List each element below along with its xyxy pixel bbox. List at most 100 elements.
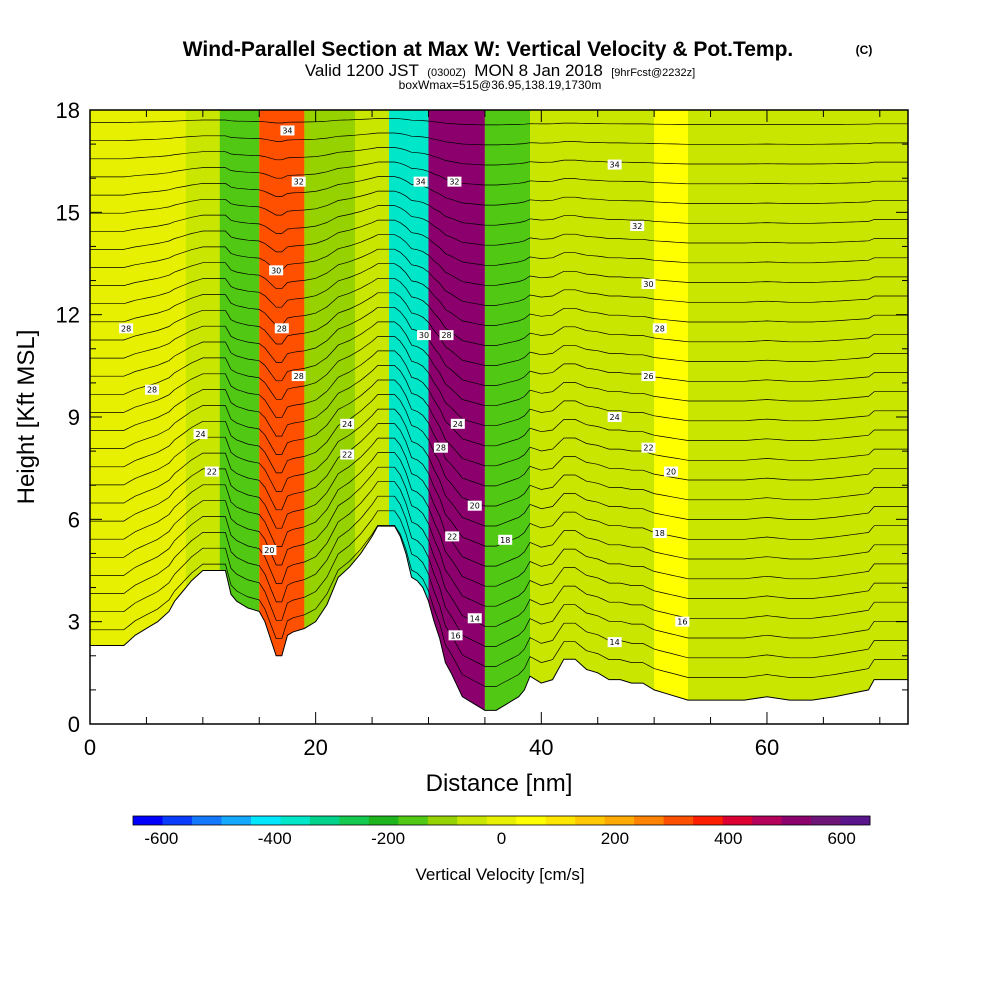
- theta-contour-line: [90, 423, 908, 547]
- colorbar-swatch: [811, 816, 842, 825]
- colorbar-swatch: [309, 816, 340, 825]
- theta-label-text: 18: [655, 529, 665, 538]
- theta-label-text: 28: [121, 324, 131, 333]
- theta-contour-line: [90, 292, 908, 366]
- theta-labels: 34 32 30 28 28 28 28 24 22 24 22 20 34 32 30 28 28 24 20 22…: [119, 125, 690, 648]
- colorbar-tick-label: -200: [371, 829, 405, 848]
- theta-contour-line: [90, 481, 908, 627]
- theta-label-box: [413, 176, 428, 187]
- colorbar-swatch: [221, 816, 252, 825]
- theta-label-box: [652, 323, 667, 334]
- theta-contour-line: [90, 190, 908, 226]
- chart-title: Wind-Parallel Section at Max W: Vertical…: [183, 38, 794, 61]
- theta-label: 32: [630, 220, 645, 231]
- theta-label: 34: [607, 159, 622, 170]
- theta-label-text: 24: [195, 430, 205, 439]
- colorbar-swatch: [604, 816, 635, 825]
- theta-label-box: [607, 412, 622, 422]
- theta-label: 16: [675, 616, 690, 627]
- theta-label-box: [119, 323, 134, 334]
- colorbar-swatch: [722, 816, 753, 825]
- theta-label: 32: [447, 176, 462, 187]
- theta-contour-line: [90, 394, 908, 507]
- theta-label-box: [630, 220, 645, 231]
- theta-label-text: 18: [500, 536, 510, 545]
- theta-contour-line: [90, 306, 908, 386]
- theta-label-text: 28: [277, 324, 287, 333]
- theta-label-box: [340, 449, 355, 460]
- theta-label-box: [291, 371, 306, 382]
- theta-label-box: [204, 466, 219, 477]
- theta-label: 18: [652, 527, 667, 538]
- x-tick-label: 60: [755, 735, 779, 760]
- y-tick-label: 15: [56, 200, 80, 225]
- theta-contour-line: [90, 248, 908, 306]
- theta-label: 32: [291, 176, 306, 187]
- theta-label: 22: [445, 531, 460, 542]
- colorbar-swatch: [280, 816, 311, 825]
- theta-label: 28: [652, 323, 667, 334]
- y-tick-label: 3: [68, 610, 80, 635]
- velocity-band: [530, 110, 655, 724]
- theta-label-box: [467, 500, 482, 511]
- theta-label-text: 34: [282, 126, 292, 135]
- theta-contour-line: [90, 277, 908, 346]
- terrain-mask: [90, 525, 908, 724]
- theta-label-text: 24: [342, 420, 352, 429]
- plot-area: 34 32 30 28 28 28 28 24 22 24 22 20 34 32 30 28 28 24 20 22…: [90, 110, 908, 724]
- theta-label-box: [641, 278, 656, 289]
- theta-label: 28: [433, 442, 448, 453]
- theta-label: 24: [450, 418, 465, 429]
- theta-label-box: [467, 613, 482, 624]
- colorbar-tick-label: -400: [258, 829, 292, 848]
- theta-contour-line: [90, 452, 908, 587]
- theta-label-box: [280, 125, 295, 136]
- colorbar-swatch: [133, 816, 163, 825]
- theta-contour-line: [90, 437, 908, 567]
- theta-label: 30: [416, 330, 431, 341]
- theta-label-box: [447, 176, 462, 187]
- x-tick-label: 40: [529, 735, 553, 760]
- theta-label-text: 26: [643, 372, 653, 381]
- copyright-mark: (C): [856, 43, 873, 57]
- theta-label-text: 32: [632, 222, 642, 231]
- theta-label-box: [291, 176, 306, 187]
- theta-contour-line: [90, 234, 908, 286]
- theta-label-box: [445, 531, 460, 542]
- theta-label-text: 16: [450, 631, 460, 640]
- theta-label: 34: [413, 176, 428, 187]
- theta-contour-line: [90, 161, 908, 186]
- colorbar-swatch: [427, 816, 458, 825]
- theta-label: 20: [467, 500, 482, 511]
- theta-contour-line: [90, 510, 908, 667]
- theta-label-text: 14: [470, 614, 480, 623]
- colorbar-swatch: [457, 816, 488, 825]
- velocity-band: [687, 110, 767, 724]
- theta-label-text: 32: [449, 178, 459, 187]
- colorbar-swatch: [368, 816, 399, 825]
- theta-contour-line: [90, 118, 908, 126]
- colorbar-swatch: [545, 816, 576, 825]
- theta-label: 28: [274, 323, 289, 334]
- theta-contour-line: [90, 132, 908, 146]
- y-tick-label: 18: [56, 98, 80, 123]
- theta-label-box: [641, 371, 656, 382]
- colorbar-ticks: -600 -400 -200 0 200 400 600: [144, 829, 856, 848]
- theta-label-text: 28: [436, 444, 446, 453]
- theta-label-box: [675, 616, 690, 627]
- theta-label-text: 24: [610, 413, 620, 422]
- colorbar-tick-label: 0: [497, 829, 506, 848]
- theta-label: 28: [119, 323, 134, 334]
- theta-label-text: 22: [447, 532, 457, 541]
- colorbar-swatch: [191, 816, 222, 825]
- colorbar-tick-label: -600: [144, 829, 178, 848]
- theta-contour-line: [90, 176, 908, 206]
- theta-label-box: [274, 323, 289, 334]
- theta-label-box: [269, 265, 284, 276]
- theta-label-box: [340, 418, 355, 429]
- theta-label: 30: [269, 265, 284, 276]
- theta-label-text: 28: [441, 331, 451, 340]
- theta-label-text: 34: [415, 178, 425, 187]
- theta-label-text: 24: [453, 420, 463, 429]
